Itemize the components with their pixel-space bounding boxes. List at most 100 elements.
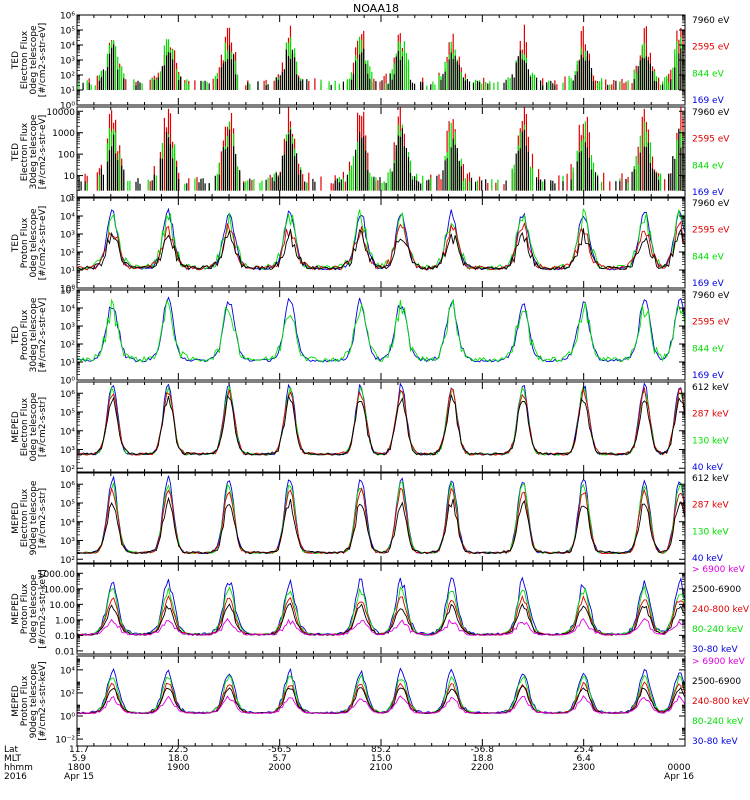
panel-3-data: [77, 207, 685, 271]
y-tick-label: 10⁵: [60, 500, 75, 510]
legend-entry: 2595 eV: [692, 318, 730, 328]
x-row-value: Apr 15: [64, 772, 94, 782]
y-tick-label: 10⁴: [60, 518, 75, 528]
y-tick-label: 10⁰: [60, 102, 75, 112]
y-axis-label-line: [#/cm2-s-str-eV]: [38, 23, 48, 98]
y-axis-label-line: TED: [11, 234, 21, 253]
y-tick-label: 10⁴: [60, 42, 75, 52]
legend-entry: 130 keV: [692, 436, 729, 446]
x-row-value: 6.4: [577, 754, 592, 764]
y-tick-label: 10²: [60, 465, 75, 475]
series-red: [77, 594, 685, 636]
x-row-label: MLT: [4, 754, 22, 764]
y-tick-label: 10⁶: [60, 390, 75, 400]
series-green: [77, 298, 685, 363]
y-axis-label-line: 30deg telescope: [29, 297, 39, 372]
legend-entry: 844 eV: [692, 344, 725, 354]
panel-2-data: [78, 107, 685, 191]
y-tick-label: 10¹: [60, 87, 75, 97]
series-green: [77, 208, 685, 271]
panel-7-data: [77, 576, 685, 636]
legend-entry: 30-80 keV: [692, 737, 738, 747]
panel-6-data: [77, 475, 685, 555]
legend-entry: 130 keV: [692, 527, 729, 537]
series-black: [77, 393, 685, 456]
y-tick-label: 10⁴: [60, 305, 75, 315]
y-axis-label-line: Electron Flux: [20, 397, 30, 456]
y-tick-label: 10⁵: [60, 409, 75, 419]
y-tick-label: 100.00: [44, 585, 76, 595]
y-axis-label-line: 0deg telescope: [29, 574, 39, 644]
y-axis-label-line: MEPED: [11, 593, 21, 625]
legend-entry: 169 eV: [692, 371, 725, 381]
y-axis-label: TEDProton Flux0deg telescope[#/cm2-s-str…: [11, 206, 48, 281]
series-blue: [77, 207, 685, 271]
series-black: [77, 496, 685, 555]
y-axis-label-line: Proton Flux: [20, 675, 30, 726]
y-tick-label: 10⁴: [60, 213, 75, 223]
series-black: [82, 44, 685, 90]
y-tick-label: 1000: [52, 129, 75, 139]
y-axis-label-line: MEPED: [11, 411, 21, 443]
y-axis-label-line: Proton Flux: [20, 583, 30, 634]
y-axis-label-line: MEPED: [11, 685, 21, 717]
legend-entry: 169 eV: [692, 96, 725, 106]
y-axis-label: TEDProton Flux30deg telescope[#/cm2-s-st…: [11, 297, 48, 372]
panel-8-data: [77, 667, 685, 715]
y-axis-label-line: Proton Flux: [20, 309, 30, 360]
x-row-label: Lat: [4, 745, 19, 755]
legend-entry: 612 keV: [692, 383, 729, 393]
y-axis-label-line: 0deg telescope: [29, 392, 39, 462]
panel-5-data: [77, 382, 685, 456]
y-tick-label: 10²: [60, 72, 75, 82]
x-row-value: 0000: [668, 763, 691, 773]
x-row-value: 2200: [471, 763, 494, 773]
y-axis-label-line: [#/cm2-s-str-keV]: [38, 569, 48, 648]
legend-entry: 287 keV: [692, 501, 729, 511]
y-tick-label: 10²: [60, 249, 75, 259]
panel-frame: [76, 197, 686, 289]
y-axis-label-line: [#/cm2-s-str-eV]: [38, 298, 48, 373]
x-row-value: 1800: [68, 763, 91, 773]
legend-entry: 2500-6900: [692, 585, 741, 595]
legend-entry: 240-800 keV: [692, 605, 750, 615]
x-row-label: 2016: [4, 772, 27, 782]
y-axis-label-line: 90deg telescope: [29, 480, 39, 555]
y-tick-label: 10⁰: [60, 285, 75, 295]
y-axis-label: MEPEDElectron Flux0deg telescope[#/cm2-s…: [11, 392, 48, 462]
series-green: [77, 673, 685, 715]
x-row-label: hhmm: [4, 763, 33, 773]
y-axis-label-line: 0deg telescope: [29, 208, 39, 278]
legend-entry: 80-240 keV: [692, 625, 744, 635]
y-tick-label: 100: [58, 151, 75, 161]
series-magenta: [77, 617, 685, 636]
panel-8: 10⁻² 10⁰ 10² 10⁴ MEPEDProton Flux90deg teles…: [11, 655, 750, 747]
x-row-value: 15.0: [371, 754, 391, 764]
panel-4-data: [77, 296, 685, 363]
y-tick-label: 10⁵: [60, 287, 75, 297]
y-axis-label-line: 30deg telescope: [29, 114, 39, 189]
y-axis-label-line: 0deg telescope: [29, 25, 39, 95]
panel-3: 10⁰ 10¹ 10² 10³ 10⁴ 10⁵ TEDProton Flux0deg tel…: [11, 195, 730, 295]
y-tick-label: 10³: [60, 537, 75, 547]
y-tick-label: 10³: [60, 446, 75, 456]
y-tick-label: 1.00: [55, 616, 75, 626]
legend-entry: 40 keV: [692, 554, 724, 564]
x-row-value: 25.4: [574, 745, 594, 755]
legend-entry: 30-80 keV: [692, 645, 738, 655]
y-tick-label: 10⁴: [60, 666, 75, 676]
y-tick-label: 10³: [60, 57, 75, 67]
y-tick-label: 10⁶: [60, 481, 75, 491]
y-axis-label: MEPEDProton Flux90deg telescope[#/cm2-s-…: [11, 661, 48, 740]
x-row-value: 18.8: [472, 754, 492, 764]
series-black: [77, 228, 685, 271]
y-axis-label-line: TED: [11, 143, 21, 162]
y-axis-label: MEPEDProton Flux0deg telescope[#/cm2-s-s…: [11, 569, 48, 648]
x-row-value: 1900: [167, 763, 190, 773]
panel-frame: [76, 381, 686, 473]
x-axis-labels: Lat 11.7 22.5 -56.5 85.2 -56.8 25.4 MLT 5.9 18.0 5…: [4, 745, 694, 782]
legend-entry: 169 eV: [692, 188, 725, 198]
